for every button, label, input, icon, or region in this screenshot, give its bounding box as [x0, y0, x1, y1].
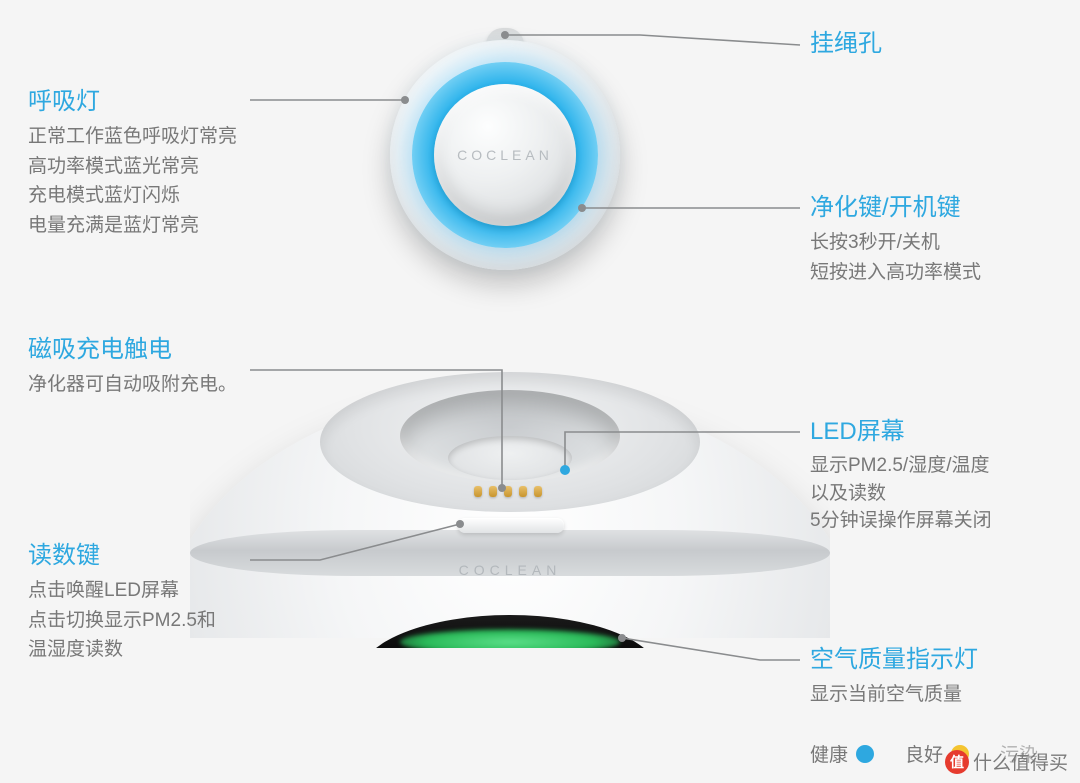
callout-line: 短按进入高功率模式 [810, 258, 1070, 287]
pendant-brand-text: COCLEAN [457, 147, 553, 163]
callout-line: 显示当前空气质量 [810, 680, 1070, 709]
pendant-face: COCLEAN [434, 84, 576, 226]
callout-power-button: 净化键/开机键 长按3秒开/关机 短按进入高功率模式 [810, 192, 1070, 287]
callout-lanyard-hole: 挂绳孔 [810, 28, 882, 60]
watermark: 值 什么值得买 [945, 748, 1068, 775]
callout-line: 5分钟误操作屏幕关闭 [810, 507, 1070, 535]
callout-title: 读数键 [28, 540, 348, 572]
callout-line: 电量充满是蓝灯常亮 [28, 211, 348, 240]
callout-line: 以及读数 [810, 480, 1070, 508]
callout-line: 高功率模式蓝光常亮 [28, 152, 348, 181]
legend-label: 良好 [905, 740, 943, 767]
callout-line: 点击切换显示PM2.5和 [28, 606, 348, 635]
legend-healthy: 健康 [810, 740, 874, 767]
watermark-badge: 值 [945, 750, 969, 774]
callout-air-quality-led: 空气质量指示灯 显示当前空气质量 [810, 644, 1070, 710]
callout-title: 空气质量指示灯 [810, 644, 1070, 676]
callout-title: 呼吸灯 [28, 86, 348, 118]
callout-title: 磁吸充电触电 [28, 334, 348, 366]
callout-line: 长按3秒开/关机 [810, 228, 1070, 257]
callout-breathing-light: 呼吸灯 正常工作蓝色呼吸灯常亮 高功率模式蓝光常亮 充电模式蓝灯闪烁 电量充满是… [28, 86, 348, 240]
callout-title: LED屏幕 [810, 416, 1070, 448]
charging-cup-bottom [448, 436, 572, 480]
callout-led-screen: LED屏幕 显示PM2.5/湿度/温度 以及读数 5分钟误操作屏幕关闭 [810, 416, 1070, 535]
infographic-container: COCLEAN COCLEAN [0, 0, 1080, 783]
charging-pins [474, 486, 542, 497]
callout-line: 点击唤醒LED屏幕 [28, 576, 348, 605]
callout-line: 净化器可自动吸附充电。 [28, 370, 348, 399]
callout-line: 充电模式蓝灯闪烁 [28, 181, 348, 210]
callout-line: 温湿度读数 [28, 635, 348, 664]
callout-line: 正常工作蓝色呼吸灯常亮 [28, 122, 348, 151]
callout-title: 挂绳孔 [810, 28, 882, 60]
pendant-device: COCLEAN [390, 40, 620, 270]
watermark-text: 什么值得买 [973, 748, 1068, 775]
callout-line: 显示PM2.5/湿度/温度 [810, 452, 1070, 480]
read-button-physical [458, 518, 564, 533]
callout-magnetic-charging: 磁吸充电触电 净化器可自动吸附充电。 [28, 334, 348, 400]
callout-title: 净化键/开机键 [810, 192, 1070, 224]
callout-read-button: 读数键 点击唤醒LED屏幕 点击切换显示PM2.5和 温湿度读数 [28, 540, 348, 665]
legend-dot-healthy [856, 745, 874, 763]
legend-label: 健康 [810, 740, 848, 767]
